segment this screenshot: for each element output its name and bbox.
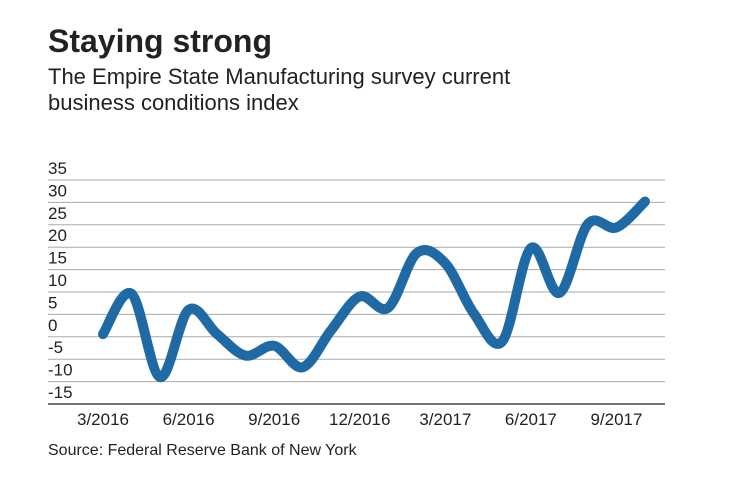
x-tick-label: 9/2016 — [248, 410, 300, 429]
x-tick-label: 9/2017 — [590, 410, 642, 429]
chart-subtitle: The Empire State Manufacturing survey cu… — [48, 64, 510, 89]
x-tick-label: 3/2016 — [77, 410, 129, 429]
x-tick-label: 6/2017 — [505, 410, 557, 429]
y-tick-label: 20 — [48, 226, 67, 245]
x-tick-label: 3/2017 — [419, 410, 471, 429]
y-tick-label: 15 — [48, 249, 67, 268]
y-tick-label: 25 — [48, 204, 67, 223]
y-tick-label: 5 — [48, 293, 57, 312]
y-tick-label: -5 — [48, 338, 63, 357]
chart-title: Staying strong — [48, 23, 272, 59]
chart-subtitle: business conditions index — [48, 90, 299, 115]
data-line — [98, 196, 650, 383]
y-tick-label: -10 — [48, 361, 73, 380]
x-tick-label: 6/2016 — [163, 410, 215, 429]
source-note: Source: Federal Reserve Bank of New York — [48, 442, 358, 459]
y-tick-label: 35 — [48, 159, 67, 178]
y-tick-label: 10 — [48, 271, 67, 290]
y-tick-label: -15 — [48, 383, 73, 402]
y-tick-label: 30 — [48, 181, 67, 200]
y-tick-label: 0 — [48, 316, 57, 335]
x-tick-label: 12/2016 — [329, 410, 390, 429]
